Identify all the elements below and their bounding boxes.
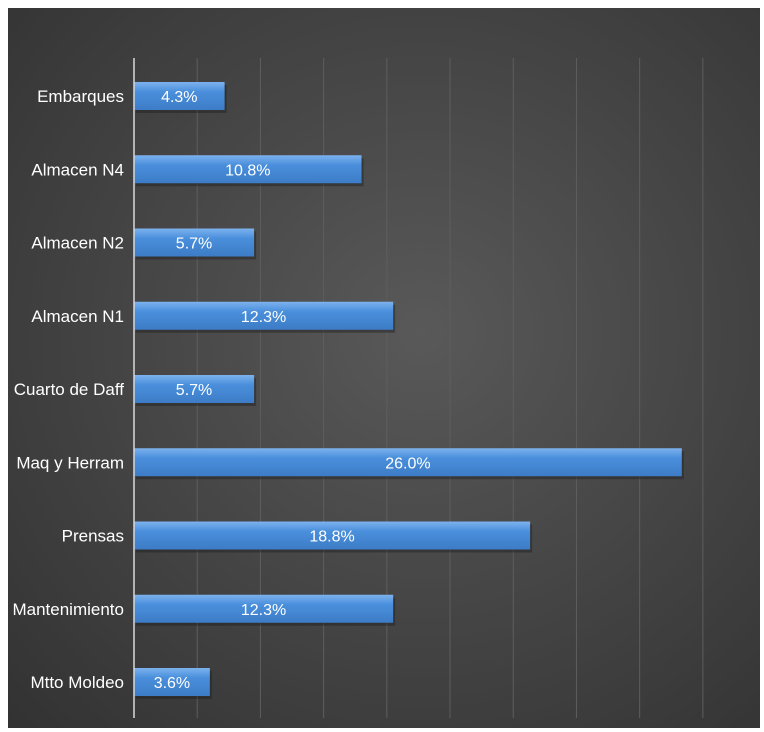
category-label: Cuarto de Daff (14, 380, 125, 399)
category-label: Embarques (37, 87, 124, 106)
data-label: 5.7% (176, 382, 212, 399)
bar (134, 82, 225, 110)
bar (134, 448, 682, 477)
bar (134, 228, 255, 257)
data-label: 5.7% (176, 236, 212, 253)
bars: 4.3% 10.8% 5.7% 12.3% 5.7% 26.0% 18.8% 12.3% 3.6… (134, 82, 684, 699)
bar (134, 375, 255, 403)
category-labels: Embarques Almacen N4 Almacen N2 Almacen N1 C… (12, 87, 124, 692)
category-label: Maq y Herram (16, 453, 124, 472)
bar (134, 301, 394, 330)
bar (134, 155, 362, 184)
data-label: 26.0% (385, 455, 430, 472)
bar (134, 594, 394, 623)
category-label: Almacen N4 (31, 160, 124, 179)
category-label: Mtto Moldeo (30, 673, 124, 692)
data-label: 4.3% (161, 89, 197, 106)
data-label: 12.3% (241, 309, 286, 326)
bar (134, 668, 210, 696)
data-label: 18.8% (309, 529, 354, 546)
category-label: Almacen N1 (31, 307, 124, 326)
data-label: 10.8% (225, 162, 270, 179)
category-label: Prensas (62, 527, 124, 546)
category-label: Mantenimiento (12, 600, 124, 619)
data-label: 3.6% (154, 675, 190, 692)
data-label: 12.3% (241, 602, 286, 619)
bar (134, 521, 531, 550)
category-label: Almacen N2 (31, 234, 124, 253)
